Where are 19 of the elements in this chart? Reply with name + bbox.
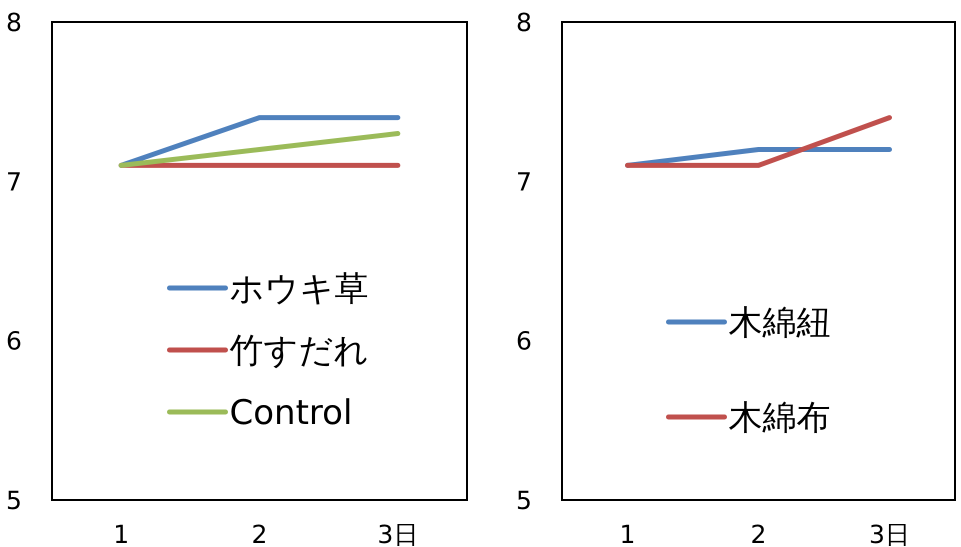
y-tick-label: 7 [6, 167, 22, 196]
x-tick-label: 3日 [377, 520, 418, 547]
y-tick-label: 6 [516, 326, 532, 356]
y-tick-label: 5 [6, 486, 22, 515]
y-tick-label: 5 [516, 486, 532, 515]
legend-label: 木綿紐 [728, 303, 830, 343]
legend-label: 木綿布 [728, 398, 830, 438]
y-tick-label: 6 [6, 326, 22, 356]
y-tick-label: 7 [516, 167, 532, 196]
y-tick-label: 8 [6, 8, 22, 37]
x-tick-label: 3日 [869, 520, 910, 547]
legend-label: ホウキ草 [230, 269, 368, 309]
legend-label: Control [230, 393, 352, 433]
legend-label: 竹すだれ [230, 331, 368, 371]
x-tick-label: 1 [620, 520, 636, 547]
y-tick-label: 8 [516, 8, 532, 37]
x-tick-label: 2 [750, 520, 766, 547]
x-tick-label: 2 [252, 520, 268, 547]
x-tick-label: 1 [113, 520, 130, 547]
